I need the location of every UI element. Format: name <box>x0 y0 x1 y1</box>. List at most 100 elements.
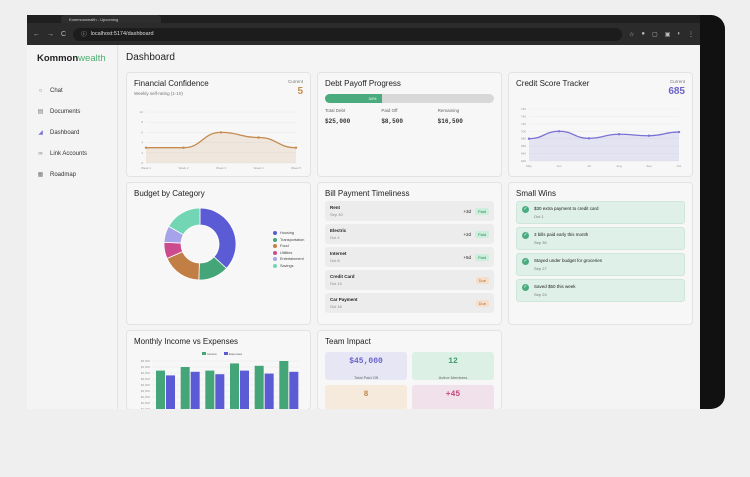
bill-date: Oct 18 <box>330 304 342 309</box>
bill-early: +5d <box>463 254 471 260</box>
x-tick-label: Week 5 <box>291 166 301 170</box>
bill-name: Rent <box>330 205 340 210</box>
data-point <box>219 131 223 134</box>
profile-icon[interactable]: ◐ <box>677 30 681 37</box>
sidebar-item-roadmap[interactable]: ▦ Roadmap <box>37 171 77 179</box>
current-value: 5 <box>297 86 303 97</box>
debt-progress-bar: 34% <box>325 94 494 103</box>
expenses-bar <box>289 371 299 409</box>
bill-name: Electric <box>330 228 347 233</box>
document-icon: ▤ <box>37 109 44 115</box>
y-tick-label: $2,000 <box>141 395 151 399</box>
menu-icon[interactable]: ⋮ <box>688 31 694 38</box>
legend-label: Expenses <box>229 352 243 356</box>
status-badge: Paid <box>474 230 489 238</box>
browser-window: Kommonwealth - Upcoming ← → C ⓘ localhost… <box>27 15 725 409</box>
card-title: Monthly Income vs Expenses <box>134 337 239 346</box>
income-bar <box>205 370 215 409</box>
puzzle-icon[interactable]: ▢ <box>652 31 658 38</box>
bill-item: Rent Sep 30 +3d Paid <box>325 201 494 221</box>
card-title: Team Impact <box>325 337 371 346</box>
x-tick-label: Week 3 <box>216 166 226 170</box>
confidence-chart: 0 2 4 6 8 10 Week 1 Week 2 Week 3 Week 4 Week 5 <box>140 110 302 170</box>
win-text: Stayed under budget for groceries <box>534 258 603 263</box>
data-point <box>617 133 621 136</box>
y-tick-label: 620 <box>521 159 526 163</box>
x-tick-label: Oct <box>677 164 682 168</box>
star-icon[interactable]: ☆ <box>629 31 635 38</box>
tab-bar: Kommonwealth - Upcoming <box>27 15 700 30</box>
legend-label: Food <box>280 244 289 249</box>
tile-pink: +45 <box>412 385 494 409</box>
debt-progress-fill: 34% <box>325 94 383 103</box>
map-icon: ▦ <box>37 172 44 178</box>
check-icon: ✓ <box>522 232 529 239</box>
extension-icon[interactable]: ● <box>641 30 646 37</box>
legend-item: Utilities <box>273 250 304 257</box>
x-tick-label: Week 1 <box>141 166 151 170</box>
legend-item: Entertainment <box>273 256 304 263</box>
sidebar-item-dashboard[interactable]: ◢ Dashboard <box>38 129 80 137</box>
win-text: Saved $50 this week <box>534 284 576 289</box>
sidepanel-icon[interactable]: ▣ <box>664 31 671 38</box>
card-title: Bill Payment Timeliness <box>325 189 410 198</box>
data-point <box>677 130 681 134</box>
expenses-bar <box>190 371 200 409</box>
bill-date: Oct 8 <box>330 258 340 263</box>
sidebar-item-link-accounts[interactable]: ∞ Link Accounts <box>38 150 88 157</box>
logo[interactable]: Kommonwealth <box>37 53 106 64</box>
bill-name: Credit Card <box>330 274 355 279</box>
legend-label: Housing <box>280 231 294 236</box>
legend-item: Food <box>273 243 304 250</box>
series-line <box>528 130 680 140</box>
sidebar-item-documents[interactable]: ▤ Documents <box>37 108 81 116</box>
income-expenses-card: Monthly Income vs Expenses Income Expense… <box>126 330 311 409</box>
win-text: 3 bills paid early this month <box>534 232 589 237</box>
legend-label: Entertainment <box>280 257 304 262</box>
bill-timeliness-card: Bill Payment Timeliness Rent Sep 30 +3d Pai… <box>317 182 502 325</box>
current-value: 685 <box>668 86 685 97</box>
legend-item: Transportation <box>273 237 304 244</box>
win-item: ✓ $30 extra payment to credit card Oct 1 <box>516 201 685 224</box>
y-tick-label: 8 <box>141 120 143 124</box>
card-title: Financial Confidence <box>134 79 209 88</box>
forward-icon[interactable]: → <box>47 30 54 38</box>
y-tick-label: $3,000 <box>141 383 151 387</box>
chart-icon: ◢ <box>38 130 43 136</box>
legend-swatch <box>273 237 277 242</box>
expenses-bar <box>264 373 274 409</box>
financial-confidence-card: Financial Confidence Weekly self-rating … <box>126 72 311 177</box>
bill-date: Oct 4 <box>330 235 340 240</box>
budget-legend: Housing Transportation Food Utilities Entert… <box>273 230 304 269</box>
bill-name: Car Payment <box>330 297 358 302</box>
win-date: Oct 1 <box>534 214 544 219</box>
reload-icon[interactable]: C <box>61 30 67 38</box>
legend-label: Income <box>207 352 217 356</box>
legend-swatch <box>273 263 277 268</box>
budget-card: Budget by Category Housing Transportation… <box>126 182 311 325</box>
back-icon[interactable]: ← <box>33 30 40 38</box>
budget-donut <box>163 207 237 281</box>
credit-chart: 620 640 660 680 700 720 740 760 May Jun Jul Aug Sep O… <box>521 107 682 168</box>
total-debt: Total Debt $25,000 <box>325 108 351 125</box>
address-bar[interactable]: ⓘ localhost:5174/dashboard <box>73 27 623 41</box>
browser-tab[interactable]: Kommonwealth - Upcoming <box>61 15 161 23</box>
legend-item: Housing <box>273 230 304 237</box>
win-date: Sep 30 <box>534 240 547 245</box>
status-badge: Paid <box>474 253 489 261</box>
income-bar <box>180 367 190 409</box>
sidebar-item-chat[interactable]: ○ Chat <box>38 87 63 94</box>
y-tick-label: $3,500 <box>141 377 151 381</box>
app: Kommonwealth ○ Chat ▤ Documents ◢ Dashboard… <box>27 45 700 409</box>
status-badge: Due <box>475 276 489 284</box>
income-bar <box>230 363 239 409</box>
bill-item: Credit Card Oct 14 Due <box>325 270 494 290</box>
legend-label: Transportation <box>280 237 305 242</box>
x-tick-label: Aug <box>616 164 622 168</box>
page-title: Dashboard <box>126 52 175 63</box>
bill-item: Internet Oct 8 +5d Paid <box>325 247 494 267</box>
bill-date: Oct 14 <box>330 281 342 286</box>
y-tick-label: 700 <box>521 129 526 133</box>
y-tick-label: 680 <box>521 137 526 141</box>
income-bar <box>156 370 165 409</box>
